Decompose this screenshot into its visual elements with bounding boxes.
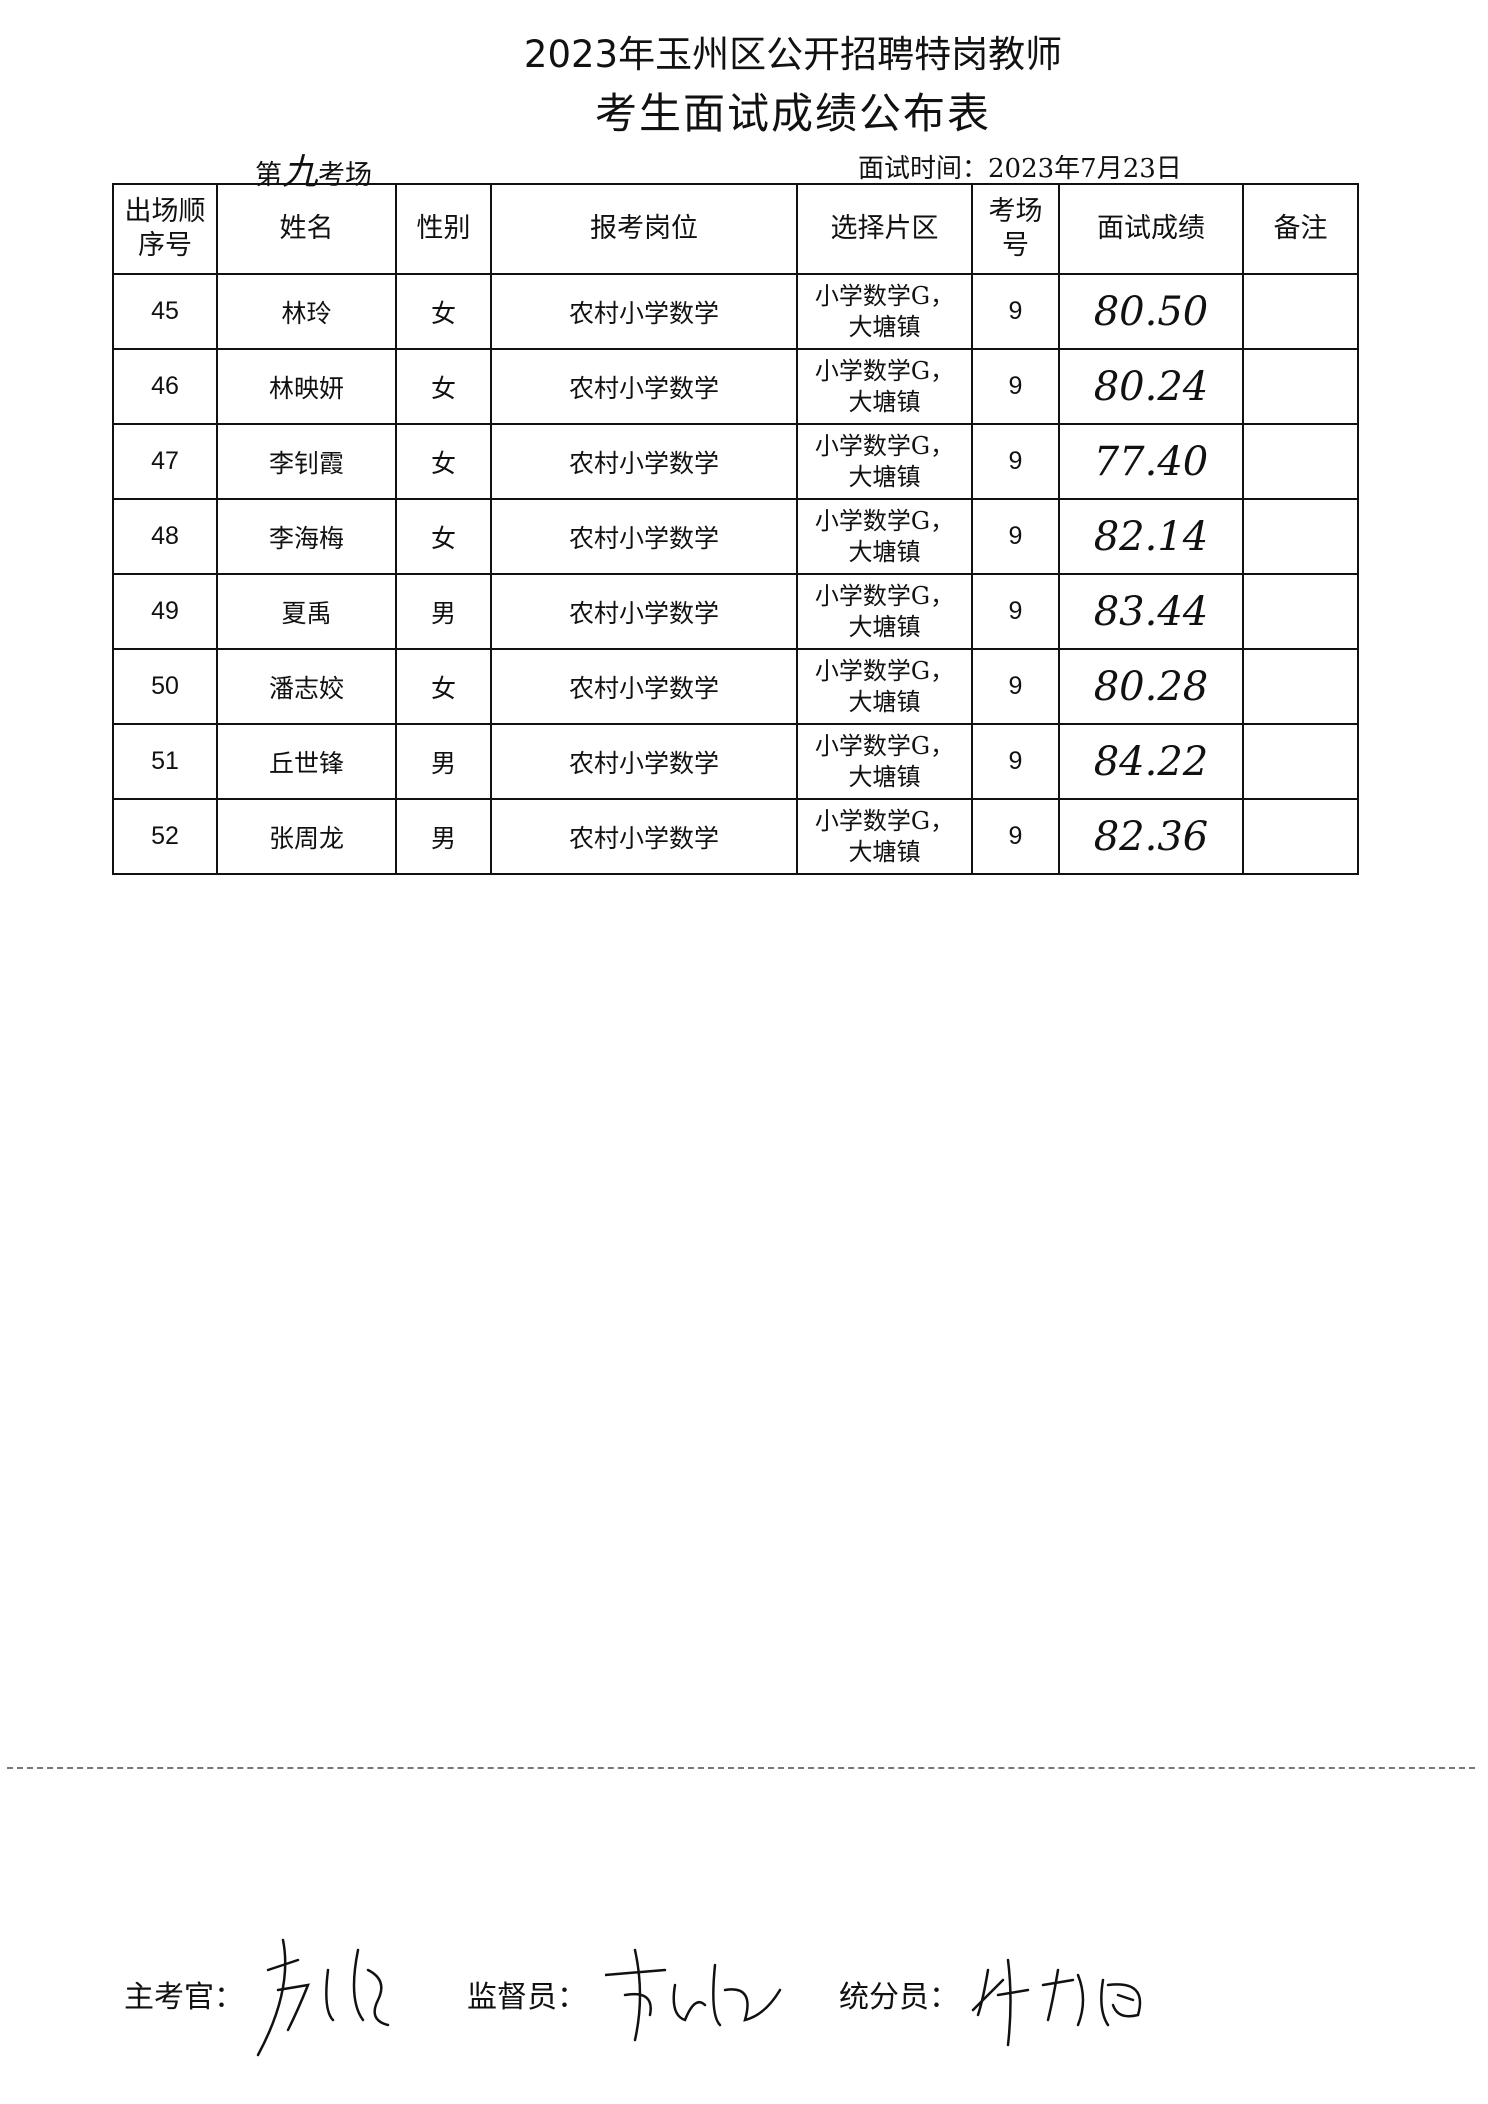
cell-name: 潘志姣 <box>216 648 397 725</box>
cell-name: 李钊霞 <box>216 423 397 500</box>
cell-position: 农村小学数学 <box>490 348 798 425</box>
header-score: 面试成绩 <box>1058 183 1244 275</box>
cell-area: 小学数学G， 大塘镇 <box>796 573 973 650</box>
cell-seq: 45 <box>112 273 218 350</box>
supervisor-signature <box>605 1948 782 2042</box>
cell-score: 83.44 <box>1058 573 1244 650</box>
cell-area: 小学数学G， 大塘镇 <box>796 273 973 350</box>
cell-area: 小学数学G， 大塘镇 <box>796 648 973 725</box>
cell-room: 9 <box>971 273 1060 350</box>
cell-seq: 52 <box>112 798 218 875</box>
cell-area: 小学数学G， 大塘镇 <box>796 798 973 875</box>
cell-score: 82.14 <box>1058 498 1244 575</box>
header-name: 姓名 <box>216 183 397 275</box>
cell-seq: 47 <box>112 423 218 500</box>
cell-seq: 46 <box>112 348 218 425</box>
document-title: 2023年玉州区公开招聘特岗教师 <box>523 33 1063 76</box>
cell-note <box>1242 348 1359 425</box>
scorer-label: 统分员： <box>839 1980 959 2015</box>
cell-position: 农村小学数学 <box>490 573 798 650</box>
table-row: 49 夏禹男农村小学数学 小学数学G， 大塘镇 9 83.44 <box>112 573 1359 650</box>
cell-score: 80.28 <box>1058 648 1244 725</box>
table-row: 48 李海梅女农村小学数学 小学数学G， 大塘镇 9 82.14 <box>112 498 1359 575</box>
header-room: 考场号 <box>971 183 1060 275</box>
cell-position: 农村小学数学 <box>490 723 798 800</box>
cell-room: 9 <box>971 423 1060 500</box>
cell-area: 小学数学G， 大塘镇 <box>796 348 973 425</box>
cell-position: 农村小学数学 <box>490 423 798 500</box>
header-note: 备注 <box>1242 183 1359 275</box>
cell-note <box>1242 573 1359 650</box>
cell-seq: 49 <box>112 573 218 650</box>
table-row: 45 林玲女农村小学数学 小学数学G， 大塘镇 9 80.50 <box>112 273 1359 350</box>
cell-room: 9 <box>971 348 1060 425</box>
cell-gender: 女 <box>395 348 492 425</box>
table-header-row: 出场顺序号 姓名 性别 报考岗位 选择片区 考场号 面试成绩 备注 <box>112 183 1359 275</box>
scorer-signature <box>971 1958 1142 2047</box>
chief-examiner-label: 主考官： <box>124 1980 244 2015</box>
table-row: 50 潘志姣女农村小学数学 小学数学G， 大塘镇 9 80.28 <box>112 648 1359 725</box>
header-seq: 出场顺序号 <box>112 183 218 275</box>
header-gender: 性别 <box>395 183 492 275</box>
cell-area: 小学数学G， 大塘镇 <box>796 423 973 500</box>
cell-room: 9 <box>971 723 1060 800</box>
table-row: 51 丘世锋男农村小学数学 小学数学G， 大塘镇 9 84.22 <box>112 723 1359 800</box>
cell-gender: 女 <box>395 498 492 575</box>
cell-name: 李海梅 <box>216 498 397 575</box>
cell-gender: 男 <box>395 573 492 650</box>
cell-seq: 50 <box>112 648 218 725</box>
cell-room: 9 <box>971 798 1060 875</box>
cell-name: 张周龙 <box>216 798 397 875</box>
divider-line <box>7 1767 1475 1769</box>
cell-name: 丘世锋 <box>216 723 397 800</box>
cell-note <box>1242 273 1359 350</box>
cell-gender: 男 <box>395 723 492 800</box>
cell-note <box>1242 648 1359 725</box>
cell-position: 农村小学数学 <box>490 273 798 350</box>
cell-gender: 女 <box>395 648 492 725</box>
cell-room: 9 <box>971 498 1060 575</box>
cell-score: 82.36 <box>1058 798 1244 875</box>
cell-note <box>1242 723 1359 800</box>
header-area: 选择片区 <box>796 183 973 275</box>
cell-gender: 女 <box>395 423 492 500</box>
cell-score: 84.22 <box>1058 723 1244 800</box>
cell-note <box>1242 423 1359 500</box>
supervisor-label: 监督员： <box>467 1980 587 2015</box>
cell-score: 80.50 <box>1058 273 1244 350</box>
cell-score: 80.24 <box>1058 348 1244 425</box>
cell-name: 林玲 <box>216 273 397 350</box>
cell-seq: 48 <box>112 498 218 575</box>
chief-examiner-signature <box>256 1938 390 2057</box>
header-position: 报考岗位 <box>490 183 798 275</box>
cell-note <box>1242 798 1359 875</box>
cell-area: 小学数学G， 大塘镇 <box>796 498 973 575</box>
cell-seq: 51 <box>112 723 218 800</box>
table-row: 47 李钊霞女农村小学数学 小学数学G， 大塘镇 9 77.40 <box>112 423 1359 500</box>
cell-position: 农村小学数学 <box>490 498 798 575</box>
cell-position: 农村小学数学 <box>490 648 798 725</box>
interview-date: 面试时间：2023年7月23日 <box>858 154 1182 184</box>
cell-note <box>1242 498 1359 575</box>
results-table: 出场顺序号 姓名 性别 报考岗位 选择片区 考场号 面试成绩 备注 45 林玲女农… <box>112 183 1359 875</box>
cell-gender: 女 <box>395 273 492 350</box>
cell-room: 9 <box>971 573 1060 650</box>
cell-position: 农村小学数学 <box>490 798 798 875</box>
cell-name: 林映妍 <box>216 348 397 425</box>
table-row: 52 张周龙男农村小学数学 小学数学G， 大塘镇 9 82.36 <box>112 798 1359 875</box>
cell-name: 夏禹 <box>216 573 397 650</box>
table-row: 46 林映妍女农村小学数学 小学数学G， 大塘镇 9 80.24 <box>112 348 1359 425</box>
cell-gender: 男 <box>395 798 492 875</box>
cell-area: 小学数学G， 大塘镇 <box>796 723 973 800</box>
cell-score: 77.40 <box>1058 423 1244 500</box>
document-subtitle: 考生面试成绩公布表 <box>594 89 991 138</box>
cell-room: 9 <box>971 648 1060 725</box>
